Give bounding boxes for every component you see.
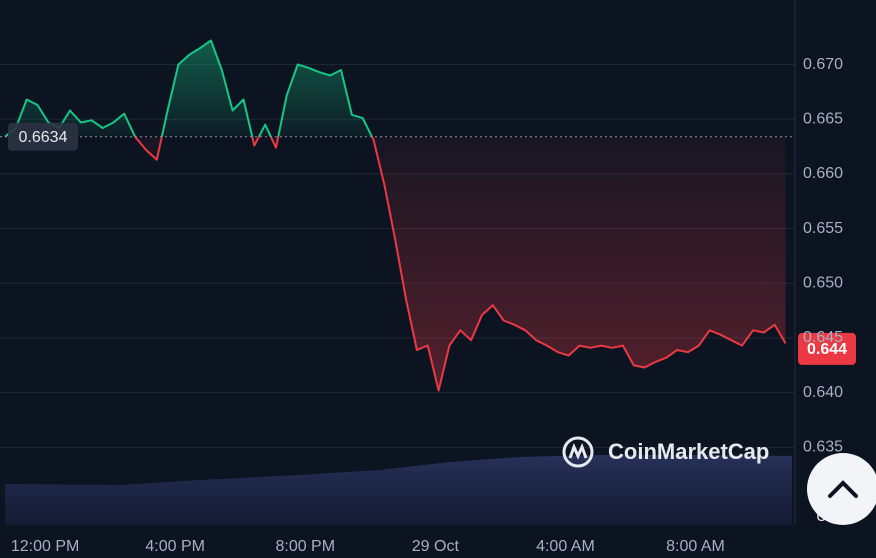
x-tick-label: 4:00 PM xyxy=(145,538,205,555)
watermark: CoinMarketCap xyxy=(562,436,769,468)
volume xyxy=(5,455,792,525)
price-label: 0.644 xyxy=(807,341,847,358)
y-tick-label: 0.650 xyxy=(803,275,843,292)
watermark-text: CoinMarketCap xyxy=(608,439,769,464)
logo-mark xyxy=(568,442,588,460)
area xyxy=(5,40,786,391)
x-tick-label: 8:00 AM xyxy=(666,538,725,555)
x-tick-label: 8:00 PM xyxy=(275,538,335,555)
reference-label: 0.6634 xyxy=(19,129,68,146)
x-tick-label: 12:00 PM xyxy=(11,538,79,555)
button-icon[interactable] xyxy=(828,480,858,498)
reference-badge xyxy=(8,122,78,151)
logo xyxy=(562,436,594,468)
y-tick-label: 0.670 xyxy=(803,56,843,73)
y-tick-label: 0.655 xyxy=(803,220,843,237)
y-tick-label: 0.635 xyxy=(803,439,843,456)
price-badge xyxy=(798,332,856,365)
scroll-top-button[interactable] xyxy=(807,453,876,525)
button-circle[interactable] xyxy=(807,453,876,525)
y-tick-label: 0.665 xyxy=(803,110,843,127)
y-tick-label: 0.660 xyxy=(803,165,843,182)
plot: 0.6634 0.644 xyxy=(0,39,856,392)
x-tick-label: 29 Oct xyxy=(412,538,460,555)
x-tick-label: 4:00 AM xyxy=(536,538,595,555)
y-tick-label: 0.645 xyxy=(803,329,843,346)
y-tick-label: 0.640 xyxy=(803,384,843,401)
